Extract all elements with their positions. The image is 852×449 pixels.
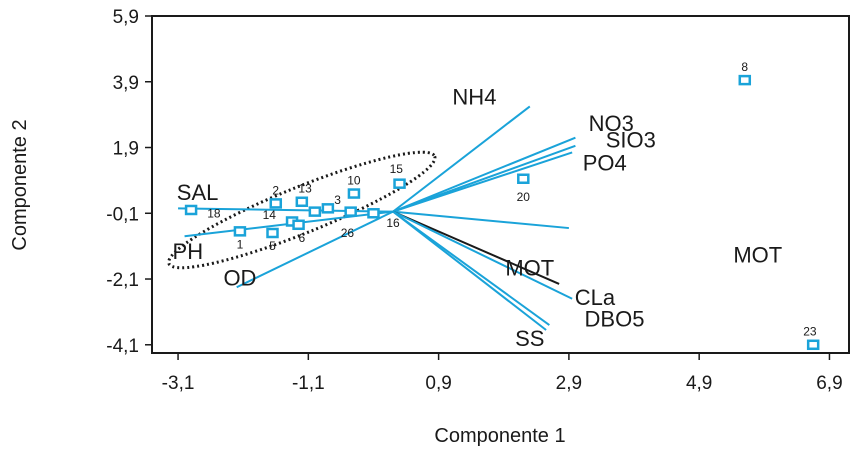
vector-label-cla: CLa [575, 285, 616, 310]
point-label-18: 18 [207, 206, 221, 220]
point-23 [806, 339, 820, 351]
point-label-10: 10 [347, 173, 361, 187]
vector-po4 [392, 151, 573, 213]
point-2 [269, 198, 283, 209]
point-label-5: 5 [269, 239, 276, 253]
point-label-20: 20 [517, 190, 531, 204]
annotation-labels: SALPHODNH4NO3SIO3PO4MOTCLaDBO5SSMOT82320… [173, 60, 817, 351]
y-tick-label-5: 5,9 [113, 7, 139, 28]
vector-label-ss: SS [515, 326, 544, 351]
x-axis-title: Componente 1 [434, 425, 565, 447]
vector-label-sio3: SIO3 [606, 127, 656, 152]
point-8 [738, 74, 752, 86]
vector-label-sal: SAL [177, 180, 219, 205]
point-unlabeled-15 [308, 206, 322, 217]
point-label-26: 26 [341, 226, 355, 240]
point-1 [233, 226, 247, 237]
y-tick-label-3: 1,9 [113, 139, 139, 160]
vector-label-po4: PO4 [583, 150, 627, 175]
free-label-mot: MOT [733, 242, 782, 267]
vector-label-nh4: NH4 [452, 85, 496, 110]
vector-nh4 [392, 105, 531, 213]
x-tick-label-4: 4,9 [686, 373, 712, 394]
vector-sal [178, 207, 394, 213]
point-label-13: 13 [298, 182, 312, 196]
vector-ss [392, 210, 547, 331]
x-tick-label-3: 2,9 [556, 373, 582, 394]
point-label-16: 16 [386, 216, 400, 230]
point-label-2: 2 [272, 183, 279, 197]
x-tick-label-2: 0,9 [425, 373, 451, 394]
vector-no3 [392, 136, 576, 213]
vector-label-no3: NO3 [589, 111, 634, 136]
vector-label-ph: PH [173, 239, 204, 264]
y-tick-label-2: -0,1 [106, 204, 139, 225]
x-tick-label-1: -1,1 [292, 373, 325, 394]
y-axis-title: Componente 2 [9, 119, 31, 250]
vector-unlabeled-7 [392, 210, 569, 230]
point-label-15: 15 [390, 162, 404, 176]
point-label-6: 6 [298, 231, 305, 245]
vector-label-mot: MOT [505, 256, 554, 281]
point-18 [184, 204, 198, 216]
point-6 [292, 219, 305, 231]
point-26 [344, 206, 357, 217]
y-tick-label-1: -2,1 [106, 270, 139, 291]
vector-od [236, 210, 394, 289]
vector-cla [392, 210, 573, 300]
point-20 [517, 173, 530, 184]
x-tick-label-5: 6,9 [816, 373, 842, 394]
point-5 [266, 227, 279, 239]
point-15 [393, 178, 406, 189]
point-13 [295, 196, 309, 208]
vector-mot [392, 210, 560, 285]
axis-ticks: -3,1 -1,1 0,9 2,9 4,9 6,9 -4,1 -2,1 -0,1 1,9 3,9 5,… [106, 7, 842, 394]
point-label-14: 14 [263, 208, 277, 222]
vector-label-dbo5: DBO5 [585, 306, 645, 331]
point-label-3: 3 [334, 193, 341, 207]
loading-vectors [178, 105, 576, 331]
y-tick-label-0: -4,1 [106, 336, 139, 357]
x-tick-label-0: -3,1 [162, 373, 195, 394]
point-10 [347, 188, 361, 199]
vector-label-od: OD [223, 265, 256, 290]
point-16 [367, 208, 380, 219]
point-label-23: 23 [803, 325, 817, 339]
point-label-8: 8 [741, 60, 748, 74]
plot-frame [151, 15, 850, 354]
point-label-1: 1 [237, 238, 244, 252]
y-tick-label-4: 3,9 [113, 73, 139, 94]
point-3 [321, 203, 335, 214]
score-points [184, 74, 820, 351]
